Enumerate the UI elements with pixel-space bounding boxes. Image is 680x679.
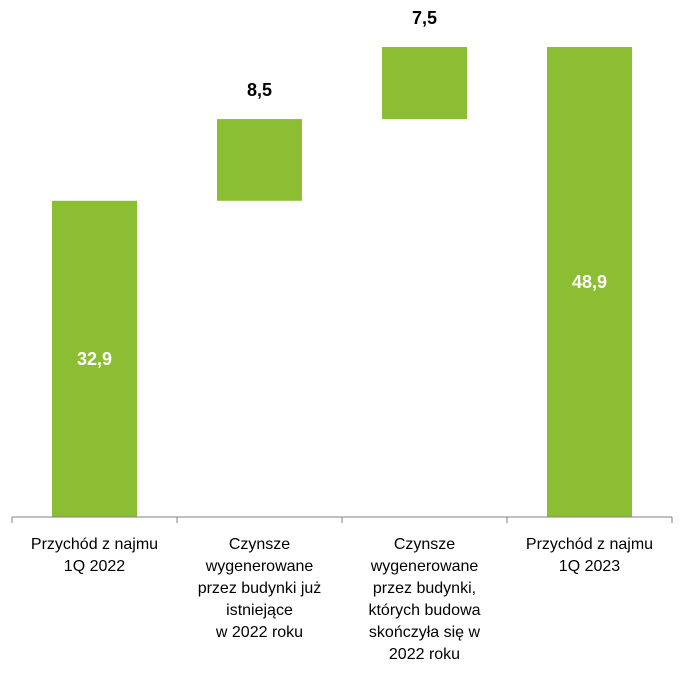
data-label-4: 48,9 bbox=[572, 272, 607, 292]
category-label-line: istniejące bbox=[226, 602, 293, 619]
category-label-line: wygenerowane bbox=[370, 558, 479, 575]
bar-4 bbox=[547, 47, 632, 517]
data-labels-group: 32,9 8,5 7,5 48,9 bbox=[77, 8, 607, 369]
category-label-line: w 2022 roku bbox=[215, 624, 304, 641]
data-label-2: 8,5 bbox=[247, 80, 272, 100]
bar-1 bbox=[52, 200, 137, 517]
category-label-line: Przychód z najmu bbox=[525, 536, 654, 553]
category-label-line: wygenerowane bbox=[205, 558, 314, 575]
bar-2 bbox=[217, 119, 302, 201]
category-label-3: Czynsze wygenerowane przez budynki, których… bbox=[340, 534, 510, 666]
category-label-2: Czynsze wygenerowane przez budynki już istn… bbox=[175, 534, 345, 644]
data-label-1: 32,9 bbox=[77, 349, 112, 369]
category-label-1: Przychód z najmu 1Q 2022 bbox=[10, 534, 180, 578]
category-label-line: przez budynki już bbox=[197, 580, 322, 597]
category-label-line: skończyła się w bbox=[368, 624, 481, 641]
category-label-4: Przychód z najmu 1Q 2023 bbox=[505, 534, 675, 578]
bars-group bbox=[52, 47, 632, 517]
category-label-line: Przychód z najmu bbox=[30, 536, 159, 553]
category-label-line: 1Q 2022 bbox=[63, 558, 126, 575]
data-label-3: 7,5 bbox=[412, 8, 437, 28]
category-label-line: 1Q 2023 bbox=[558, 558, 621, 575]
bar-3 bbox=[382, 47, 467, 120]
category-label-line: których budowa bbox=[368, 602, 481, 619]
category-label-line: Czynsze bbox=[393, 536, 456, 553]
category-label-line: Czynsze bbox=[228, 536, 291, 553]
category-label-line: przez budynki, bbox=[372, 580, 477, 597]
x-axis-ticks-group bbox=[11, 517, 673, 523]
category-label-line: 2022 roku bbox=[388, 646, 461, 663]
